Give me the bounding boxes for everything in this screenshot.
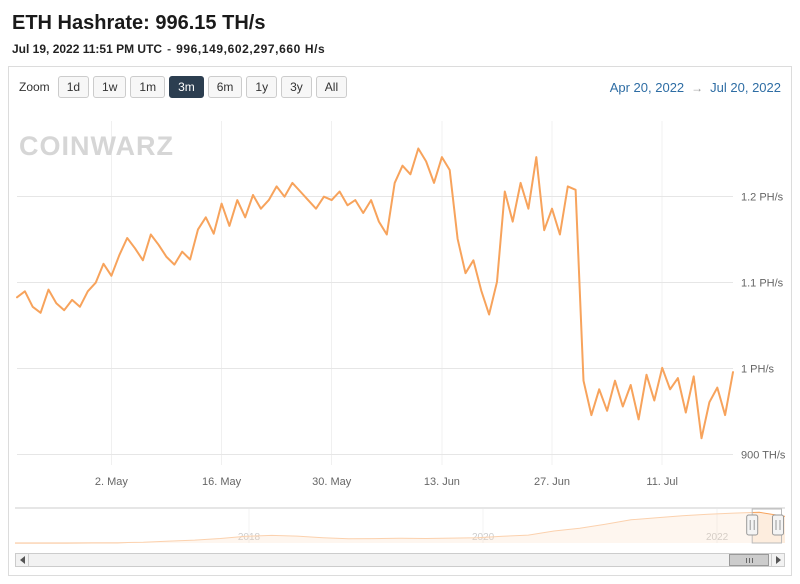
zoom-label: Zoom <box>19 80 50 94</box>
right-arrow-icon <box>775 556 781 564</box>
scrollbar[interactable] <box>15 553 785 567</box>
zoom-button-3m[interactable]: 3m <box>169 75 204 99</box>
header: ETH Hashrate: 996.15 TH/s Jul 19, 2022 1… <box>0 0 800 56</box>
left-arrow-icon <box>19 556 25 564</box>
zoom-button-1y[interactable]: 1y <box>246 75 278 99</box>
navigator-mask-left <box>15 509 753 543</box>
range-from-input[interactable]: Apr 20, 2022 <box>609 79 685 95</box>
zoom-button-1d[interactable]: 1d <box>57 75 90 99</box>
navigator-chart[interactable]: 201820202022 <box>15 507 786 547</box>
scrollbar-grip-icon <box>748 557 750 563</box>
scrollbar-track[interactable] <box>29 553 771 567</box>
hashrate-series-line[interactable] <box>16 147 734 440</box>
range-arrow-icon: → <box>691 80 704 95</box>
zoom-button-1m[interactable]: 1m <box>130 75 166 99</box>
x-axis-label: 13. Jun <box>424 476 460 488</box>
hashrate-line-chart[interactable]: 2. May 16. May 30. May 13. Jun 27. Jun 11. Ju… <box>15 109 786 501</box>
x-axis-label: 16. May <box>202 476 242 488</box>
y-axis-label: 1 PH/s <box>741 364 775 376</box>
zoom-button-6m[interactable]: 6m <box>207 75 243 99</box>
chart-card: Zoom 1d 1w 1m 3m 6m 1y 3y All Apr 20, 20… <box>8 66 792 576</box>
zoom-button-3y[interactable]: 3y <box>281 75 312 99</box>
subtitle: Jul 19, 2022 11:51 PM UTC -996,149,602,29… <box>12 42 788 56</box>
x-axis-label: 11. Jul <box>646 476 678 488</box>
x-axis-label: 2. May <box>95 476 129 488</box>
y-axis-label: 1.2 PH/s <box>741 192 784 204</box>
x-axis-label: 30. May <box>312 476 352 488</box>
navigator-right-handle[interactable] <box>772 514 784 536</box>
y-axis-label: 1.1 PH/s <box>741 278 784 290</box>
navigator[interactable]: 201820202022 <box>15 507 786 547</box>
scrollbar-right-button[interactable] <box>771 553 785 567</box>
hashrate-precise: 996,149,602,297,660 H/s <box>176 42 326 56</box>
scrollbar-thumb[interactable] <box>729 554 769 566</box>
navigator-left-handle[interactable] <box>746 514 759 536</box>
zoom-button-all[interactable]: All <box>315 75 348 99</box>
y-axis-label: 900 TH/s <box>741 450 786 462</box>
range-selector-toolbar: Zoom 1d 1w 1m 3m 6m 1y 3y All Apr 20, 20… <box>15 75 785 99</box>
range-to-input[interactable]: Jul 20, 2022 <box>710 79 781 95</box>
x-axis-label: 27. Jun <box>534 476 570 488</box>
timestamp: Jul 19, 2022 11:51 PM UTC <box>12 42 163 56</box>
date-range: Apr 20, 2022 → Jul 20, 2022 <box>610 80 781 95</box>
scrollbar-left-button[interactable] <box>15 553 29 567</box>
page-title: ETH Hashrate: 996.15 TH/s <box>12 12 266 34</box>
zoom-button-1w[interactable]: 1w <box>93 75 127 99</box>
subtitle-separator: - <box>167 42 172 56</box>
main-chart-area[interactable]: CoinWarz 2. May 16. May 30. May 13. Jun 27. … <box>15 109 786 501</box>
